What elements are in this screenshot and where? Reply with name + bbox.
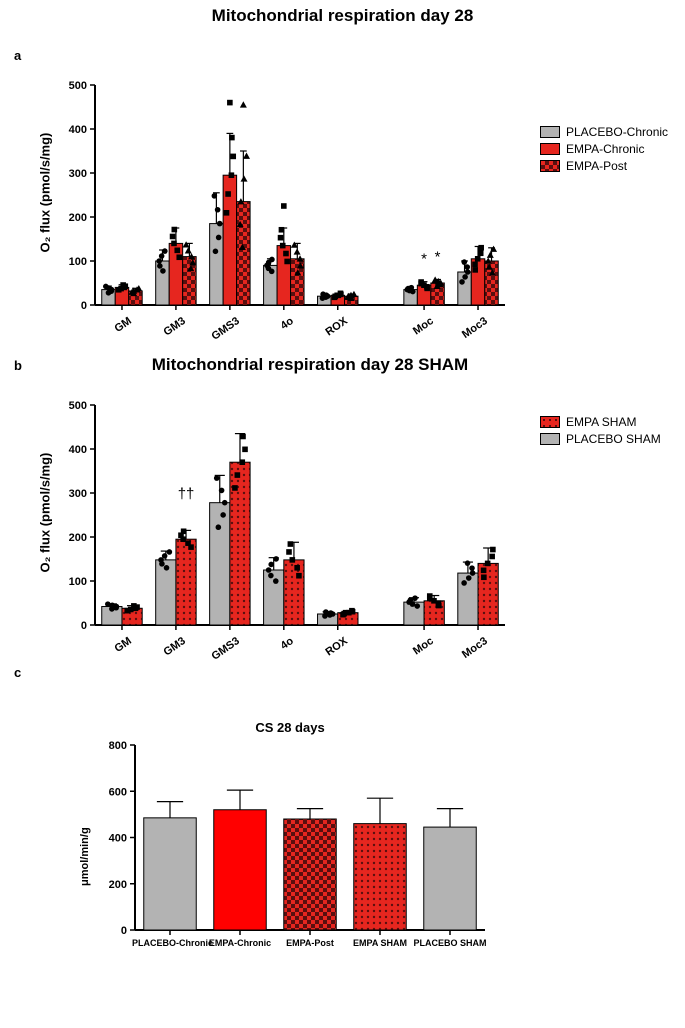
svg-text:400: 400 — [109, 833, 127, 845]
chart-a: O₂ flux (pmol/s/mg) 0100200300400500** — [55, 80, 510, 315]
legend-swatch — [540, 143, 560, 155]
xtick-label: PLACEBO SHAM — [412, 938, 488, 948]
svg-text:600: 600 — [109, 786, 127, 798]
legend-item: EMPA-Chronic — [540, 142, 668, 156]
legend-item: EMPA SHAM — [540, 415, 661, 429]
legend-label: EMPA SHAM — [566, 415, 636, 429]
svg-text:300: 300 — [69, 168, 87, 180]
svg-text:0: 0 — [121, 925, 127, 937]
xtick-label: EMPA-Chronic — [202, 938, 278, 948]
svg-text:800: 800 — [109, 740, 127, 752]
chart-c: μmol/min/g 0200400600800 — [95, 740, 490, 940]
xtick-label: Moc3 — [438, 315, 490, 356]
xtick-label: GMS3 — [190, 315, 242, 356]
legend-label: PLACEBO-Chronic — [566, 125, 668, 139]
chart-b-title: Mitochondrial respiration day 28 SHAM — [110, 355, 510, 375]
legend-b: EMPA SHAM PLACEBO SHAM — [540, 415, 661, 449]
panel-label-b: b — [14, 358, 22, 373]
svg-text:200: 200 — [69, 212, 87, 224]
xtick-label: Moc3 — [438, 635, 490, 676]
legend-a: PLACEBO-Chronic EMPA-Chronic EMPA-Post — [540, 125, 668, 176]
svg-text:400: 400 — [69, 444, 87, 456]
xtick-label: EMPA-Post — [272, 938, 348, 948]
svg-text:200: 200 — [69, 532, 87, 544]
legend-swatch — [540, 433, 560, 445]
xtick-label: 4o — [244, 315, 296, 356]
svg-text:0: 0 — [81, 620, 87, 632]
chart-c-title: CS 28 days — [120, 720, 460, 735]
xtick-label: ROX — [298, 635, 350, 676]
xtick-label: PLACEBO-Chronic — [132, 938, 208, 948]
legend-item: EMPA-Post — [540, 159, 668, 173]
xtick-label: 4o — [244, 635, 296, 676]
svg-text:500: 500 — [69, 80, 87, 92]
svg-text:200: 200 — [109, 879, 127, 891]
svg-text:400: 400 — [69, 124, 87, 136]
legend-label: EMPA-Chronic — [566, 142, 644, 156]
xtick-label: GM — [82, 635, 134, 676]
chart-b: O₂ flux (pmol/s/mg) 0100200300400500††† — [55, 400, 510, 635]
ylabel-a: O₂ flux (pmol/s/mg) — [38, 113, 53, 253]
svg-text:0: 0 — [81, 300, 87, 312]
svg-text:*: * — [435, 248, 441, 265]
legend-swatch — [540, 160, 560, 172]
xtick-label: GM3 — [136, 635, 188, 676]
xtick-label: GMS3 — [190, 635, 242, 676]
figure-title: Mitochondrial respiration day 28 — [0, 0, 685, 26]
svg-text:100: 100 — [69, 256, 87, 268]
svg-text:*: * — [421, 251, 427, 268]
xtick-label: Moc — [384, 635, 436, 676]
svg-text:††: †† — [178, 485, 195, 502]
svg-text:500: 500 — [69, 400, 87, 412]
legend-label: EMPA-Post — [566, 159, 627, 173]
svg-text:100: 100 — [69, 576, 87, 588]
legend-swatch — [540, 416, 560, 428]
legend-item: PLACEBO SHAM — [540, 432, 661, 446]
svg-text:300: 300 — [69, 488, 87, 500]
xtick-label: GM — [82, 315, 134, 356]
legend-swatch — [540, 126, 560, 138]
legend-label: PLACEBO SHAM — [566, 432, 661, 446]
ylabel-b: O₂ flux (pmol/s/mg) — [38, 433, 53, 573]
xtick-label: ROX — [298, 315, 350, 356]
xtick-label: GM3 — [136, 315, 188, 356]
xtick-label: Moc — [384, 315, 436, 356]
legend-item: PLACEBO-Chronic — [540, 125, 668, 139]
panel-label-a: a — [14, 48, 21, 63]
ylabel-c: μmol/min/g — [79, 786, 91, 886]
panel-label-c: c — [14, 665, 21, 680]
xtick-label: EMPA SHAM — [342, 938, 418, 948]
